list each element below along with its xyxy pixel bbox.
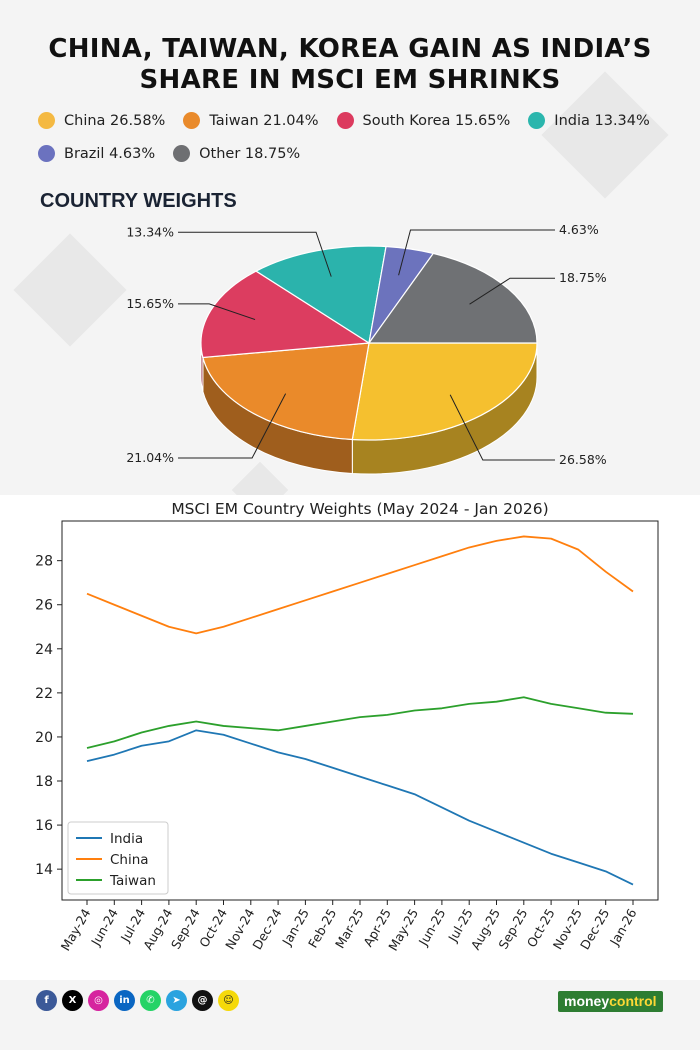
y-tick-label: 16 xyxy=(35,818,53,834)
legend-label: Brazil 4.63% xyxy=(64,145,156,162)
pie-label-group: 18.75% xyxy=(469,270,607,305)
pie-slice-india xyxy=(254,245,387,344)
threads-icon[interactable]: @ xyxy=(192,990,213,1011)
pie-label-group: 26.58% xyxy=(449,394,607,467)
legend-label: Taiwan 21.04% xyxy=(209,112,319,129)
y-tick-label: 24 xyxy=(35,642,53,658)
whatsapp-icon[interactable]: ✆ xyxy=(140,990,161,1011)
pie-chart: 26.58% 21.04% 15.65% 13.34% 4.63% 18.75% xyxy=(126,222,607,475)
legend-series-label: Taiwan xyxy=(109,873,156,889)
brand-part-2: control xyxy=(609,993,657,1009)
page-title: CHINA, TAIWAN, KOREA GAIN AS INDIA’S SHA… xyxy=(0,34,700,96)
pie-value-label: 18.75% xyxy=(559,270,607,285)
pie-leader-line xyxy=(178,303,256,321)
facebook-icon[interactable]: f xyxy=(36,990,57,1011)
pie-label-group: 13.34% xyxy=(126,224,332,277)
legend-label: Other 18.75% xyxy=(199,145,301,162)
series-line-taiwan xyxy=(86,696,634,749)
legend-item-india: India 13.34% xyxy=(528,112,650,129)
title-line-2: SHARE IN MSCI EM SHRINKS xyxy=(139,65,561,95)
pie-slice-china xyxy=(351,342,538,441)
legend-label: China 26.58% xyxy=(64,112,166,129)
pie-value-label: 21.04% xyxy=(126,450,174,465)
pie-value-label: 13.34% xyxy=(126,224,174,239)
social-links: f X ◎ in ✆ ➤ @ ☺ xyxy=(36,990,239,1011)
pie-value-label: 26.58% xyxy=(559,452,607,467)
linkedin-icon[interactable]: in xyxy=(114,990,135,1011)
pie-leader-line xyxy=(469,277,555,305)
pie-leader-line xyxy=(178,231,332,277)
legend-swatch xyxy=(38,112,55,129)
legend-item-china: China 26.58% xyxy=(38,112,165,129)
y-tick-label: 28 xyxy=(35,554,53,570)
pie-legend: China 26.58% Taiwan 21.04% South Korea 1… xyxy=(38,112,678,162)
series-line-china xyxy=(86,535,634,635)
legend-swatch xyxy=(183,112,201,129)
legend-item-brazil: Brazil 4.63% xyxy=(38,145,155,162)
pie-leader-line xyxy=(178,393,287,459)
legend-swatch xyxy=(528,112,546,129)
y-tick-label: 22 xyxy=(35,686,53,702)
legend-item-other: Other 18.75% xyxy=(173,145,300,162)
legend-swatch xyxy=(336,112,354,129)
y-tick-label: 18 xyxy=(35,774,53,790)
line-chart-background xyxy=(0,495,700,980)
line-legend: India China Taiwan xyxy=(67,821,169,895)
y-tick-label: 26 xyxy=(35,598,53,614)
brand-part-1: money xyxy=(564,993,610,1009)
y-tick-label: 14 xyxy=(35,862,53,878)
legend-series-label: India xyxy=(110,831,143,847)
legend-label: South Korea 15.65% xyxy=(362,112,511,129)
legend-item-south-korea: South Korea 15.65% xyxy=(336,112,511,129)
pie-label-group: 15.65% xyxy=(126,296,256,321)
pie-label-group: 4.63% xyxy=(398,222,599,276)
pie-value-label: 15.65% xyxy=(126,296,174,311)
line-chart: MSCI EM Country Weights (May 2024 - Jan … xyxy=(0,495,700,980)
telegram-icon[interactable]: ➤ xyxy=(166,990,187,1011)
pie-slice-taiwan xyxy=(202,342,370,441)
pie-slice-south-korea xyxy=(200,270,371,359)
pie-value-label: 4.63% xyxy=(559,222,599,237)
line-chart-title: MSCI EM Country Weights (May 2024 - Jan … xyxy=(171,500,548,518)
legend-box xyxy=(67,821,169,895)
legend-label: India 13.34% xyxy=(554,112,650,129)
legend-item-taiwan: Taiwan 21.04% xyxy=(183,112,319,129)
instagram-icon[interactable]: ◎ xyxy=(88,990,109,1011)
legend-swatch xyxy=(38,145,55,162)
snapchat-icon[interactable]: ☺ xyxy=(218,990,239,1011)
x-icon[interactable]: X xyxy=(62,990,83,1011)
title-line-1: CHINA, TAIWAN, KOREA GAIN AS INDIA’S xyxy=(48,34,652,64)
section-title: COUNTRY WEIGHTS xyxy=(40,190,237,212)
pie-label-group: 21.04% xyxy=(126,393,287,465)
pie-slice-other xyxy=(367,252,538,344)
moneycontrol-logo[interactable]: moneycontrol xyxy=(558,991,663,1012)
series-line-india xyxy=(86,729,634,886)
legend-swatch xyxy=(173,145,191,162)
pie-leader-line xyxy=(398,229,555,276)
pie-leader-line xyxy=(449,394,555,461)
legend-series-label: China xyxy=(110,852,149,868)
y-tick-label: 20 xyxy=(35,730,53,746)
